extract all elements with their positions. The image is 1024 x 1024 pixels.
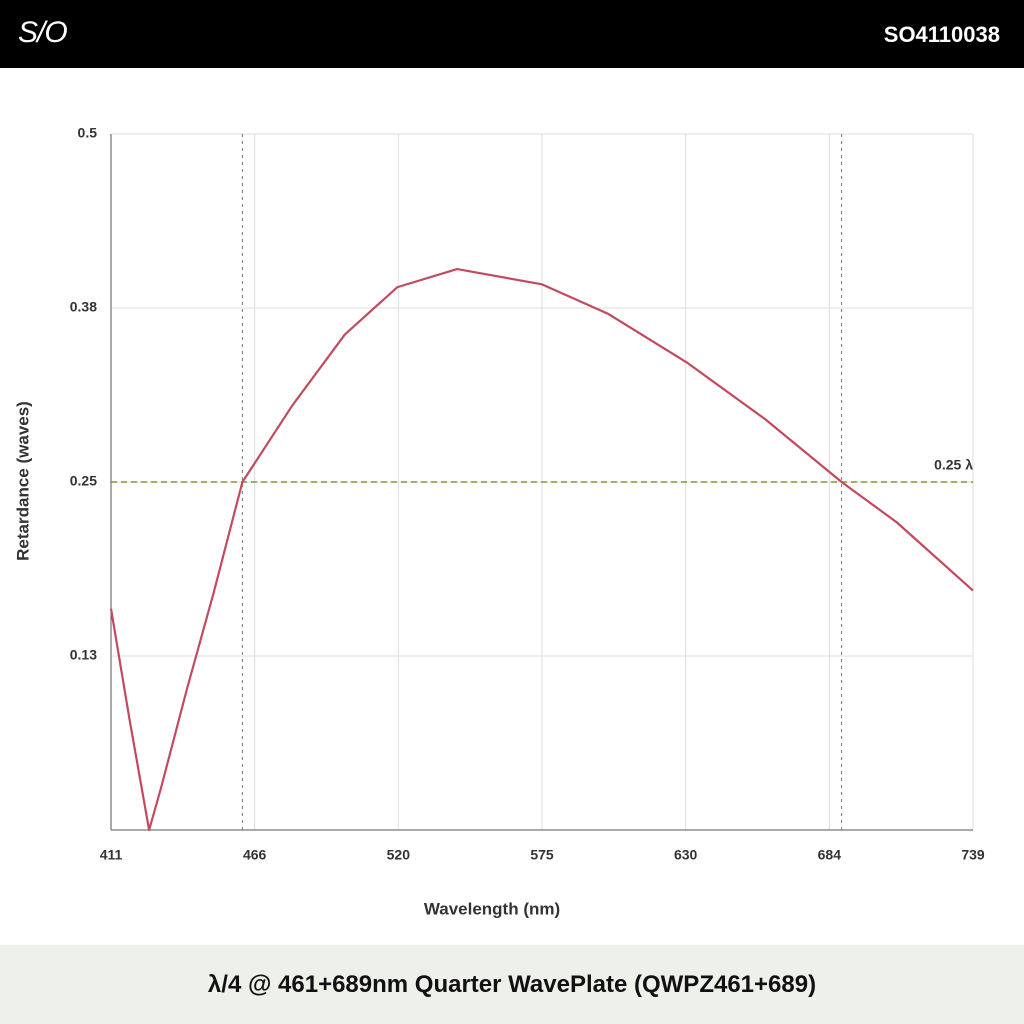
x-tick-label: 520	[387, 847, 411, 863]
y-tick-label: 0.13	[70, 647, 97, 663]
x-tick-label: 630	[674, 847, 698, 863]
chart-title: λ/4 @ 461+689nm Quarter WavePlate (QWPZ4…	[207, 971, 817, 998]
x-tick-label: 575	[530, 847, 554, 863]
x-tick-label: 466	[243, 847, 267, 863]
y-tick-label: 0.25	[70, 473, 97, 489]
footer: λ/4 @ 461+689nm Quarter WavePlate (QWPZ4…	[0, 945, 1024, 1024]
x-tick-label: 739	[961, 847, 985, 863]
x-tick-label: 411	[100, 847, 123, 863]
x-axis-label: Wavelength (nm)	[424, 899, 560, 918]
product-code: SO4110038	[883, 22, 1000, 47]
y-axis-label: Retardance (waves)	[13, 401, 32, 561]
header: S/O SO4110038	[0, 0, 1024, 68]
y-tick-label: 0.5	[78, 125, 98, 141]
logo: S/O	[18, 16, 68, 49]
chart: 0.13 0.25 0.38 0.5 411 466 520 575 630 684 739 0.25…	[13, 125, 985, 919]
y-tick-label: 0.38	[70, 299, 97, 315]
x-tick-label: 684	[818, 847, 842, 863]
reference-label: 0.25 λ	[934, 457, 973, 473]
data-line	[109, 267, 974, 832]
